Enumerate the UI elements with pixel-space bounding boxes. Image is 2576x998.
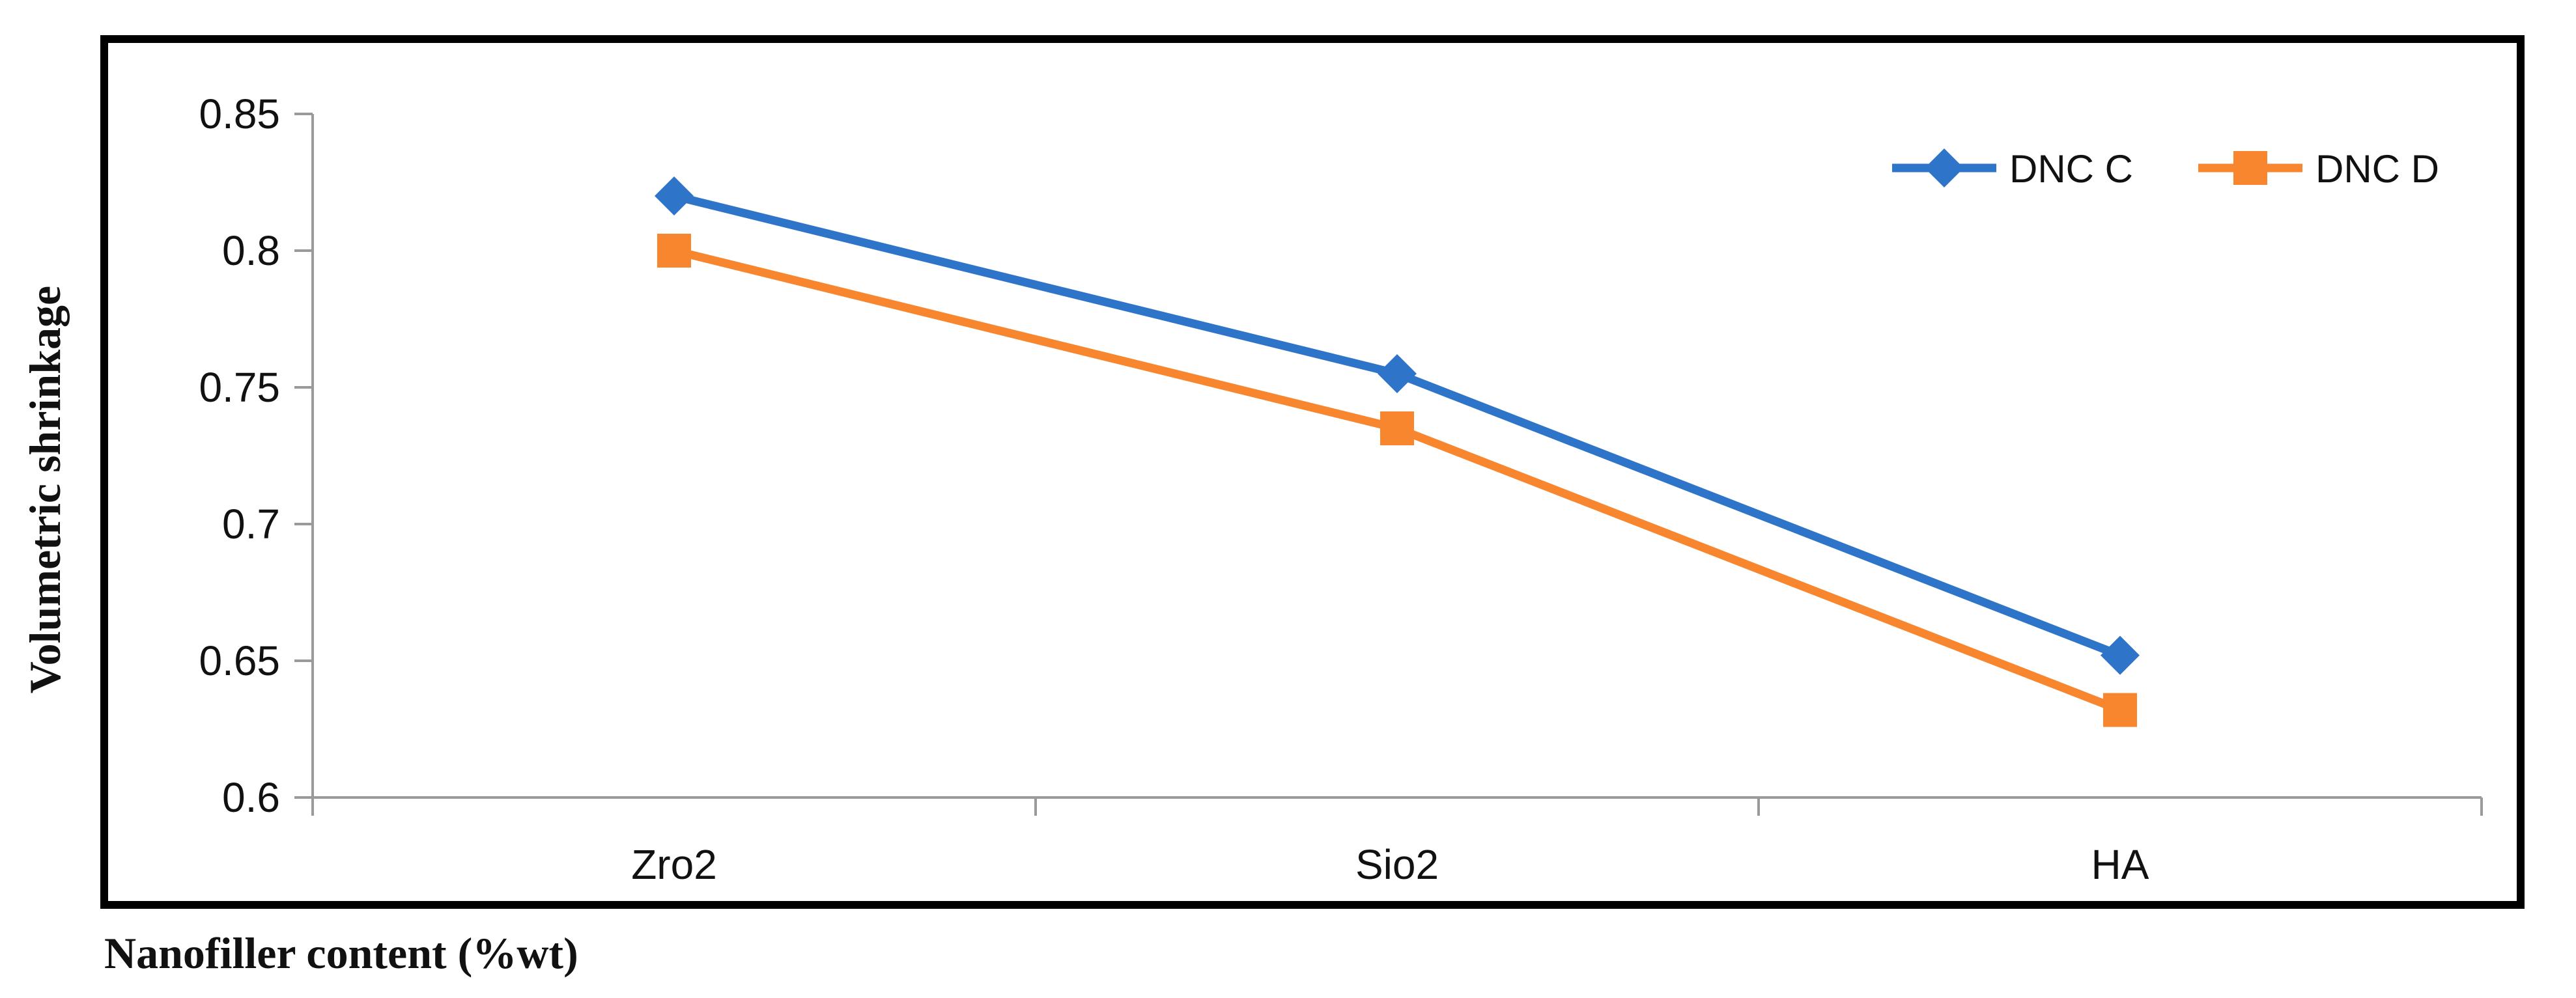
x-tick-label: HA <box>2091 841 2149 888</box>
legend-label-dnc-d: DNC D <box>2315 147 2439 191</box>
legend-marker-dnc-c <box>1925 148 1964 187</box>
data-point-dnc-c <box>2101 635 2140 675</box>
y-tick-label: 0.85 <box>199 90 280 137</box>
axes: 0.6 0.65 0.7 0.75 0.8 0.85 Zro2 Sio2 HA <box>199 90 2483 888</box>
x-axis-title: Nanofiller content (%wt) <box>104 928 578 978</box>
data-point-dnc-c <box>655 176 694 215</box>
y-tick-label: 0.75 <box>199 364 280 411</box>
data-point-dnc-d <box>657 234 691 268</box>
x-tick-label: Zro2 <box>631 841 717 888</box>
y-tick-label: 0.7 <box>222 501 280 548</box>
legend-marker-dnc-d <box>2233 151 2267 185</box>
data-point-dnc-c <box>1378 354 1417 393</box>
y-axis-title: Volumetric shrinkage <box>20 286 70 693</box>
data-point-dnc-d <box>2103 693 2137 727</box>
y-tick-label: 0.8 <box>222 227 280 274</box>
data-point-dnc-d <box>1380 411 1414 445</box>
y-tick-label: 0.6 <box>222 774 280 821</box>
chart-frame <box>100 35 2525 909</box>
plot-area <box>655 176 2140 727</box>
legend: DNC C DNC D <box>1892 147 2439 191</box>
legend-label-dnc-c: DNC C <box>2009 147 2133 191</box>
x-tick-label: Sio2 <box>1355 841 1439 888</box>
y-tick-label: 0.65 <box>199 637 280 684</box>
